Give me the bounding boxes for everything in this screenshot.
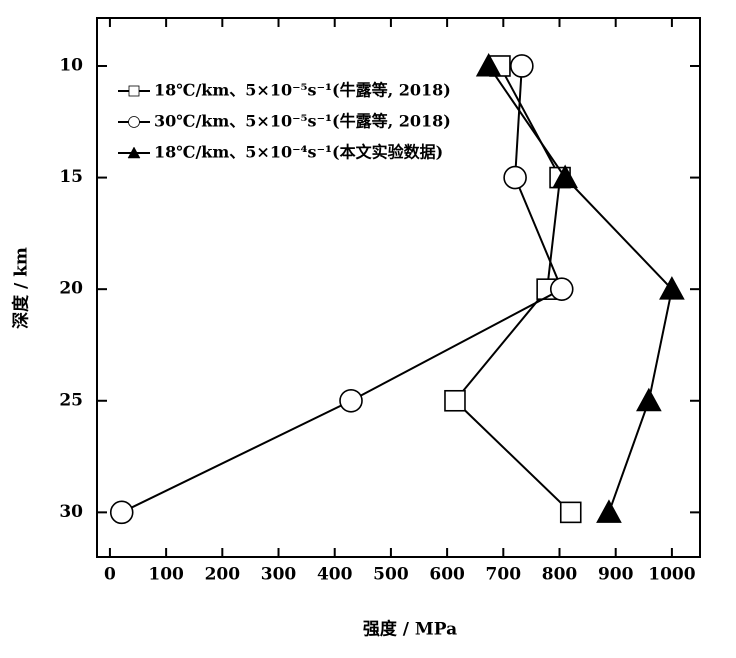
marker-square bbox=[444, 389, 466, 412]
x-tick-label: 300 bbox=[261, 565, 297, 585]
x-tick-label: 500 bbox=[373, 565, 409, 585]
x-tick-label: 100 bbox=[148, 565, 184, 585]
marker-circle bbox=[503, 165, 527, 190]
marker-circle bbox=[109, 500, 134, 525]
marker-triangle bbox=[659, 276, 685, 300]
x-axis-title: 强度 / MPa bbox=[363, 619, 457, 640]
y-tick-label: 25 bbox=[59, 390, 83, 410]
x-tick-label: 600 bbox=[429, 565, 465, 585]
x-tick-label: 0 bbox=[104, 565, 116, 585]
x-tick-label: 700 bbox=[486, 565, 522, 585]
marker-triangle bbox=[475, 52, 502, 77]
x-tick-label: 900 bbox=[598, 565, 634, 585]
legend-label: 30℃/km、5×10⁻⁵s⁻¹(牛露等, 2018) bbox=[154, 112, 451, 131]
series-line bbox=[121, 65, 564, 514]
x-tick-label: 400 bbox=[317, 565, 353, 585]
marker-triangle bbox=[552, 164, 578, 189]
x-tick-label: 200 bbox=[205, 565, 241, 585]
marker-circle bbox=[549, 277, 574, 301]
legend-marker bbox=[127, 146, 141, 159]
y-tick-label: 15 bbox=[59, 167, 83, 187]
y-tick-label: 10 bbox=[59, 55, 83, 75]
x-tick-label: 800 bbox=[542, 565, 578, 585]
legend-label: 18℃/km、5×10⁻⁴s⁻¹(本文实验数据) bbox=[154, 143, 443, 162]
marker-circle bbox=[510, 54, 534, 78]
marker-triangle bbox=[596, 499, 622, 523]
y-axis-title: 深度 / km bbox=[11, 247, 32, 329]
legend-marker bbox=[128, 116, 140, 128]
series-line bbox=[487, 65, 673, 513]
y-tick-label: 20 bbox=[59, 279, 83, 299]
marker-circle bbox=[339, 388, 363, 413]
marker-triangle bbox=[636, 387, 662, 412]
plot-frame bbox=[96, 17, 701, 558]
y-tick-label: 30 bbox=[59, 502, 83, 522]
marker-square bbox=[559, 501, 582, 524]
legend-marker bbox=[128, 85, 140, 97]
x-tick-label: 1000 bbox=[648, 565, 695, 585]
legend-label: 18℃/km、5×10⁻⁵s⁻¹(牛露等, 2018) bbox=[154, 81, 451, 100]
